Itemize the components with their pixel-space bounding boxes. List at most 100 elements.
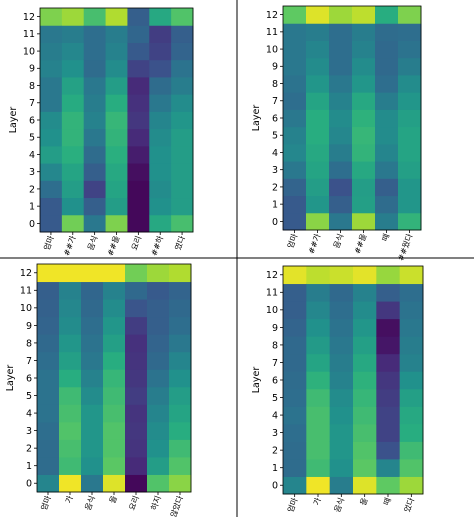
heatmap-cell (376, 336, 401, 355)
y-tick-label: 7 (272, 96, 278, 107)
heatmap-cell (40, 42, 63, 61)
heatmap-cell (147, 351, 170, 370)
heatmap-cell (329, 57, 353, 76)
heatmap-cell (169, 299, 192, 318)
heatmap-cell (125, 421, 148, 440)
heatmap-cell (147, 299, 170, 318)
heatmap-cell (59, 421, 82, 440)
y-tick-label: 0 (29, 219, 35, 230)
heatmap-cell (283, 6, 307, 24)
y-tick-label: 0 (26, 479, 32, 490)
heatmap-cell (353, 406, 377, 425)
heatmap-cell (329, 109, 353, 128)
heatmap-cell (169, 281, 192, 300)
y-tick-label: 7 (29, 98, 35, 109)
heatmap-cell (37, 264, 60, 283)
heatmap-cell (40, 128, 63, 147)
y-tick-label: 10 (23, 46, 35, 57)
heatmap-cell (169, 369, 192, 388)
heatmap-cell (283, 458, 307, 477)
heatmap-cell (83, 42, 107, 61)
heatmap-cell (306, 57, 330, 76)
heatmap-cell (125, 334, 148, 353)
heatmap-cell (283, 92, 307, 110)
heatmap-cell (103, 439, 126, 458)
y-tick-label: 11 (266, 27, 278, 38)
heatmap-cell (105, 8, 128, 26)
heatmap-cell (352, 6, 376, 24)
heatmap-cell (329, 212, 353, 231)
heatmap-cell (149, 145, 172, 164)
heatmap-cell (353, 476, 377, 495)
heatmap-cell (37, 369, 60, 388)
heatmap-cell (147, 421, 170, 440)
x-tick-label: 었다 (402, 496, 417, 514)
heatmap-cell (103, 299, 126, 318)
heatmap-cell (376, 266, 401, 285)
heatmap-cell (376, 371, 401, 390)
heatmap-cell (398, 92, 422, 110)
heatmap-cell (399, 283, 424, 302)
heatmap-cell (149, 111, 172, 130)
heatmap-cell (353, 283, 377, 302)
heatmap-cell (283, 441, 307, 460)
heatmap-cell (353, 423, 377, 442)
heatmap-cell (306, 318, 331, 337)
heatmap-cell (375, 57, 399, 76)
heatmap-cell (306, 126, 330, 145)
heatmap-cell (147, 456, 170, 475)
heatmap-cell (61, 128, 85, 147)
heatmap-cell (37, 474, 60, 493)
heatmap-cell (127, 197, 150, 216)
heatmap-cell (283, 23, 307, 41)
heatmap-cell (283, 283, 307, 302)
heatmap-cell (329, 74, 353, 93)
heatmap-cell (171, 25, 194, 43)
heatmap-cell (376, 406, 401, 425)
heatmap-cell (147, 281, 170, 300)
x-tick-label: 엄마 (41, 234, 56, 252)
y-tick-label: 2 (29, 184, 35, 195)
heatmap-cell (353, 371, 377, 390)
heatmap-cell (171, 214, 194, 233)
heatmap-cell (40, 145, 63, 164)
heatmap-cell (37, 299, 60, 318)
heatmap-cell (103, 264, 126, 283)
heatmap-cell (398, 74, 422, 93)
heatmap-cell (103, 421, 126, 440)
heatmap-cell (283, 371, 307, 390)
y-tick-label: 1 (272, 463, 278, 474)
heatmap-cell (375, 23, 399, 41)
heatmap-cell (149, 94, 172, 112)
heatmap-cell (399, 336, 424, 355)
heatmap-cell (398, 195, 422, 214)
heatmap-cell (83, 8, 107, 26)
heatmap-cell (329, 283, 354, 302)
y-tick-label: 12 (266, 10, 278, 21)
heatmap-cell (59, 456, 82, 475)
y-tick-label: 6 (26, 373, 32, 384)
heatmap-cell (171, 128, 194, 147)
heatmap-cell (329, 458, 354, 477)
y-tick-label: 2 (26, 444, 32, 455)
heatmap-cell (59, 316, 82, 335)
heatmap-cell (147, 316, 170, 335)
x-tick-label: 였다 (173, 234, 188, 252)
heatmap-cell (283, 212, 307, 231)
heatmap-cell (59, 474, 82, 493)
heatmap-cell (376, 301, 401, 320)
heatmap-cell (376, 318, 401, 337)
y-axis-label: Layer (251, 367, 262, 394)
heatmap-cell (105, 42, 128, 61)
heatmap-cell (147, 369, 170, 388)
heatmap-cell (149, 197, 172, 216)
heatmap-cell (352, 195, 376, 214)
heatmap-cell (399, 458, 424, 477)
heatmap-cell (306, 161, 330, 179)
heatmap-cell (40, 197, 63, 216)
heatmap-cell (81, 456, 104, 475)
heatmap-cell (61, 8, 85, 26)
heatmap-cell (147, 404, 170, 423)
